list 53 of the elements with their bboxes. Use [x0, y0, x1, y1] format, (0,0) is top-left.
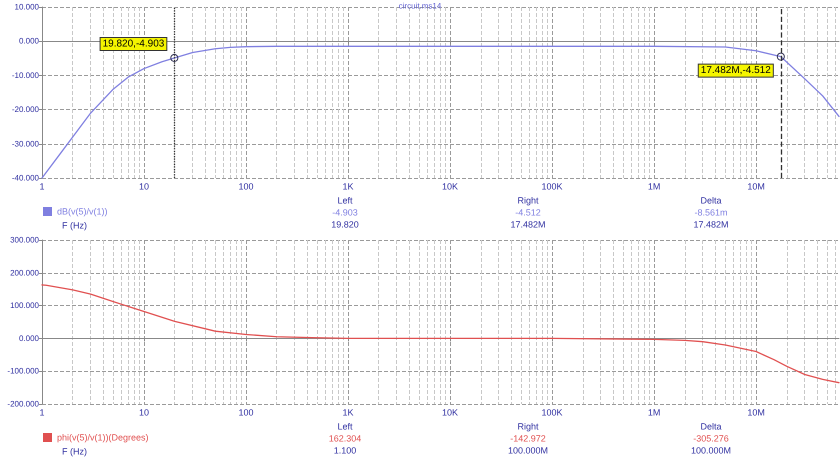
- x-tick-label: 100K: [542, 182, 563, 192]
- x-tick-label: 1: [39, 408, 45, 418]
- text: -4.903: [332, 208, 358, 218]
- x-tick-label: 10K: [442, 182, 458, 192]
- legend-label: dB(v(5)/v(1)): [57, 206, 108, 216]
- text: F (Hz): [62, 220, 87, 230]
- x-tick-label: 1M: [648, 182, 660, 192]
- text: 19.820: [331, 220, 359, 230]
- text: Right: [517, 196, 539, 206]
- text: F (Hz): [62, 446, 87, 456]
- x-tick-label: 1K: [342, 408, 354, 418]
- x-tick-label: 100K: [542, 408, 563, 418]
- text: 162.304: [328, 434, 362, 444]
- y-tick-label: 300.000: [10, 236, 40, 244]
- y-tick-label: -100.000: [7, 366, 40, 376]
- text: -142.972: [510, 434, 546, 444]
- y-tick-label: 200.000: [10, 268, 40, 278]
- x-tick-label: 1: [39, 182, 45, 192]
- text: 100.000M: [508, 446, 548, 456]
- x-tick-label: 1M: [648, 408, 660, 418]
- y-tick-label: -30.000: [12, 139, 40, 148]
- y-tick-label: 0.000: [18, 36, 40, 46]
- text: Delta: [700, 422, 722, 432]
- chart-title: circuit.ms14: [398, 2, 442, 10]
- legend-label: phi(v(5)/v(1))(Degrees): [57, 432, 149, 442]
- y-tick-label: 0.000: [18, 334, 40, 343]
- text: Right: [517, 422, 539, 432]
- annotation: 19.820,-4.903: [102, 38, 165, 50]
- x-tick-label: 100: [238, 182, 254, 192]
- y-tick-label: 10.000: [14, 2, 40, 12]
- text: 100.000M: [690, 446, 732, 456]
- x-tick-label: 10M: [747, 182, 765, 192]
- x-tick-label: 10M: [747, 408, 765, 418]
- annotation: 17.482M,-4.512: [700, 65, 772, 76]
- y-tick-label: -200.000: [7, 400, 40, 408]
- y-tick-label: -40.000: [12, 174, 40, 182]
- text: 17.482M: [693, 220, 729, 230]
- x-tick-label: 10: [139, 182, 150, 192]
- y-tick-label: -20.000: [12, 105, 40, 114]
- text: -4.512: [515, 208, 541, 218]
- text: 1.100: [334, 446, 356, 456]
- text: -8.561m: [694, 208, 728, 218]
- x-tick-label: 10: [139, 408, 150, 418]
- y-tick-label: -10.000: [12, 70, 40, 80]
- text: Left: [337, 196, 354, 206]
- text: -305.276: [693, 434, 729, 444]
- x-tick-label: 10K: [442, 408, 458, 418]
- text: Delta: [700, 196, 722, 206]
- x-tick-label: 100: [238, 408, 254, 418]
- text: 17.482M: [510, 220, 546, 230]
- y-tick-label: 100.000: [10, 301, 40, 310]
- text: Left: [337, 422, 354, 432]
- x-tick-label: 1K: [342, 182, 354, 192]
